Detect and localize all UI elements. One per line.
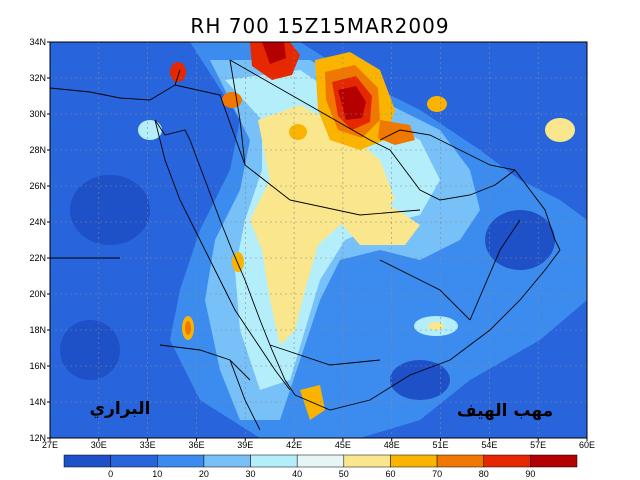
lat-label: 20N [29, 289, 46, 299]
colorbar: 0 10 20 30 40 50 60 70 80 90 [63, 454, 578, 479]
annotation-right: مهب الهيف [457, 401, 553, 421]
colorbar-tick-label: 10 [152, 469, 162, 479]
lon-label: 48E [384, 440, 400, 450]
lat-label: 26N [29, 181, 46, 191]
colorbar-swatch [343, 454, 391, 468]
colorbar-tick-label: 80 [479, 469, 489, 479]
longitude-labels: 27E 30E 33E 36E 39E 42E 45E 48E 51E 54E 57E 60E [42, 438, 595, 450]
lat-label: 16N [29, 361, 46, 371]
plot-frame [49, 41, 588, 439]
lon-label: 36E [188, 440, 204, 450]
lat-label: 12N [29, 433, 46, 443]
lon-label: 51E [433, 440, 449, 450]
rh-field [50, 42, 587, 438]
colorbar-swatch [296, 454, 345, 468]
lon-label: 45E [335, 440, 351, 450]
colorbar-tick-label: 40 [292, 469, 302, 479]
lon-label: 42E [286, 440, 302, 450]
chart-title: RH 700 15Z15MAR2009 [190, 14, 450, 38]
colorbar-tick-label: 70 [432, 469, 442, 479]
colorbar-tick-label: 30 [246, 469, 256, 479]
lat-label: 22N [29, 253, 46, 263]
lon-label: 60E [579, 440, 595, 450]
lon-label: 30E [91, 440, 107, 450]
annotation-left: البراري [90, 399, 151, 419]
colorbar-tick-label: 60 [385, 469, 395, 479]
lon-label: 33E [140, 440, 156, 450]
lat-label: 32N [29, 73, 46, 83]
lon-label: 39E [237, 440, 253, 450]
lon-label: 27E [42, 440, 58, 450]
colorbar-swatch [110, 454, 158, 468]
colorbar-swatch [390, 454, 438, 468]
colorbar-swatch [203, 454, 251, 468]
colorbar-swatch [63, 454, 111, 468]
colorbar-swatch [436, 454, 484, 468]
colorbar-swatch [250, 454, 298, 468]
colorbar-swatch [157, 454, 205, 468]
lat-label: 28N [29, 145, 46, 155]
lat-label: 14N [29, 397, 46, 407]
lat-label: 34N [29, 37, 46, 47]
colorbar-tick-label: 0 [108, 469, 113, 479]
colorbar-tick-label: 20 [199, 469, 209, 479]
lat-label: 24N [29, 217, 46, 227]
lon-label: 57E [530, 440, 546, 450]
colorbar-tick-label: 50 [339, 469, 349, 479]
lat-label: 30N [29, 109, 46, 119]
colorbar-swatch [530, 454, 578, 468]
colorbar-tick-label: 90 [525, 469, 535, 479]
colorbar-swatch [483, 454, 531, 468]
lat-label: 18N [29, 325, 46, 335]
latitude-labels: 34N 32N 30N 28N 26N 24N 22N 20N 18N 16N 14N 12N [29, 37, 50, 443]
lon-label: 54E [481, 440, 497, 450]
coastlines [49, 59, 561, 431]
